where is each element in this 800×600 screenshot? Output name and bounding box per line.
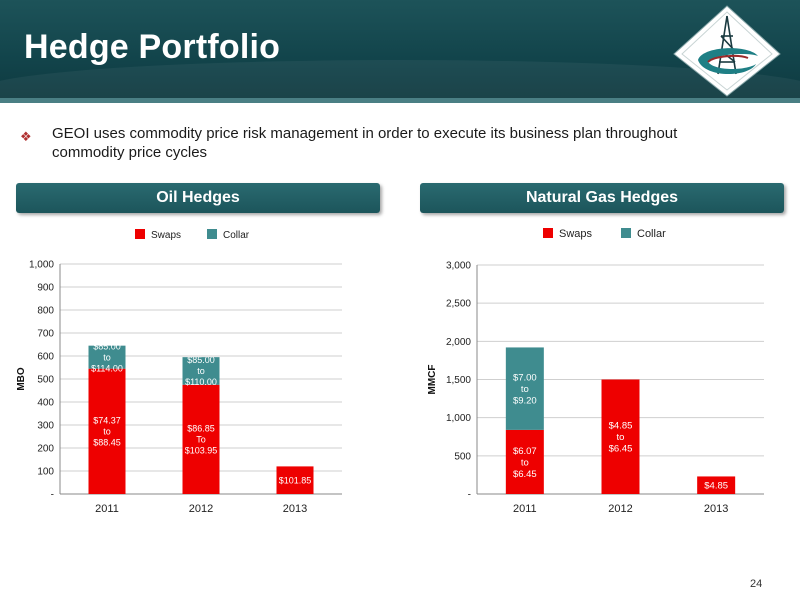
gas-hedges-header: Natural Gas Hedges: [420, 183, 784, 213]
bar-swaps-2011: [88, 368, 126, 494]
legend-label-collar: Collar: [637, 228, 666, 240]
x-tick-label: 2011: [95, 503, 119, 515]
data-label-collar-2011: $85.00 to $114.00: [91, 341, 123, 373]
legend-label-collar: Collar: [223, 230, 250, 241]
page-number: 24: [750, 578, 763, 590]
x-tick-label: 2013: [283, 503, 307, 515]
company-logo: [673, 5, 781, 97]
y-tick-label: 2,500: [446, 299, 471, 310]
y-tick-label: 2,000: [446, 337, 471, 348]
bullet-text: GEOI uses commodity price risk managemen…: [52, 125, 678, 161]
y-tick-label: 3,000: [446, 261, 471, 272]
chart-legend: Swaps Collar: [543, 228, 666, 240]
oil-hedges-chart: Swaps Collar - 100 200 300 400 500 600 700 800 900 1…: [16, 229, 342, 515]
data-label-swaps-2011: $6.07 to $6.45: [513, 446, 537, 480]
y-tick-label: 300: [37, 421, 54, 432]
x-tick-label: 2012: [189, 503, 213, 515]
y-tick-label: 500: [37, 375, 54, 386]
header-banner: Hedge Portfolio: [0, 0, 800, 98]
data-label-swaps-2013: $101.85: [279, 475, 312, 485]
x-tick-label: 2011: [513, 503, 537, 515]
oil-hedges-header: Oil Hedges: [16, 183, 380, 213]
x-tick-label: 2012: [608, 503, 632, 515]
y-tick-label: 900: [37, 283, 54, 294]
header-swoosh: [0, 60, 800, 98]
y-tick-label: -: [51, 490, 54, 501]
y-tick-label: 1,000: [446, 413, 471, 424]
legend-swatch-swaps: [543, 228, 553, 238]
y-tick-label: -: [468, 490, 471, 501]
y-tick-label: 500: [454, 451, 471, 462]
bullet-diamond-icon: ❖: [20, 129, 32, 144]
header-divider: [0, 98, 800, 103]
data-label-swaps-2012: $86.85 To $103.95: [185, 424, 218, 456]
y-tick-label: 800: [37, 306, 54, 317]
bar-collar-2012: [182, 357, 220, 385]
x-tick-label: 2013: [704, 503, 728, 515]
y-tick-label: 700: [37, 329, 54, 340]
y-axis-label: MMCF: [427, 365, 438, 395]
y-tick-label: 100: [37, 467, 54, 478]
bar-collar-2011: [505, 347, 544, 430]
data-label-collar-2011: $7.00 to $9.20: [513, 372, 537, 406]
data-label-collar-2012: $85.00 to $110.00: [185, 355, 217, 387]
legend-swatch-collar: [207, 229, 217, 239]
y-tick-label: 1,000: [29, 260, 54, 271]
bar-swaps-2012: [601, 379, 640, 494]
bar-swaps-2012: [182, 384, 220, 494]
data-label-swaps-2012: $4.85 to $6.45: [609, 421, 633, 455]
y-tick-label: 600: [37, 352, 54, 363]
gas-hedges-chart: Swaps Collar - 500 1,000 1,500 2,000 2,500 3,000…: [427, 228, 764, 515]
page-title: Hedge Portfolio: [24, 28, 281, 66]
bar-collar-2011: [88, 345, 126, 369]
legend-label-swaps: Swaps: [559, 228, 593, 240]
legend-swatch-swaps: [135, 229, 145, 239]
data-label-swaps-2013: $4.85: [704, 481, 728, 492]
chart-legend: Swaps Collar: [135, 229, 250, 241]
bar-swaps-2013: [276, 466, 314, 494]
legend-label-swaps: Swaps: [151, 230, 181, 241]
data-label-swaps-2011: $74.37 to $88.45: [93, 415, 121, 447]
legend-swatch-collar: [621, 228, 631, 238]
y-axis-label: MBO: [16, 367, 27, 391]
y-tick-label: 1,500: [446, 375, 471, 386]
bar-swaps-2013: [697, 476, 736, 494]
bar-swaps-2011: [505, 429, 544, 494]
y-tick-label: 200: [37, 444, 54, 455]
y-tick-label: 400: [37, 398, 54, 409]
